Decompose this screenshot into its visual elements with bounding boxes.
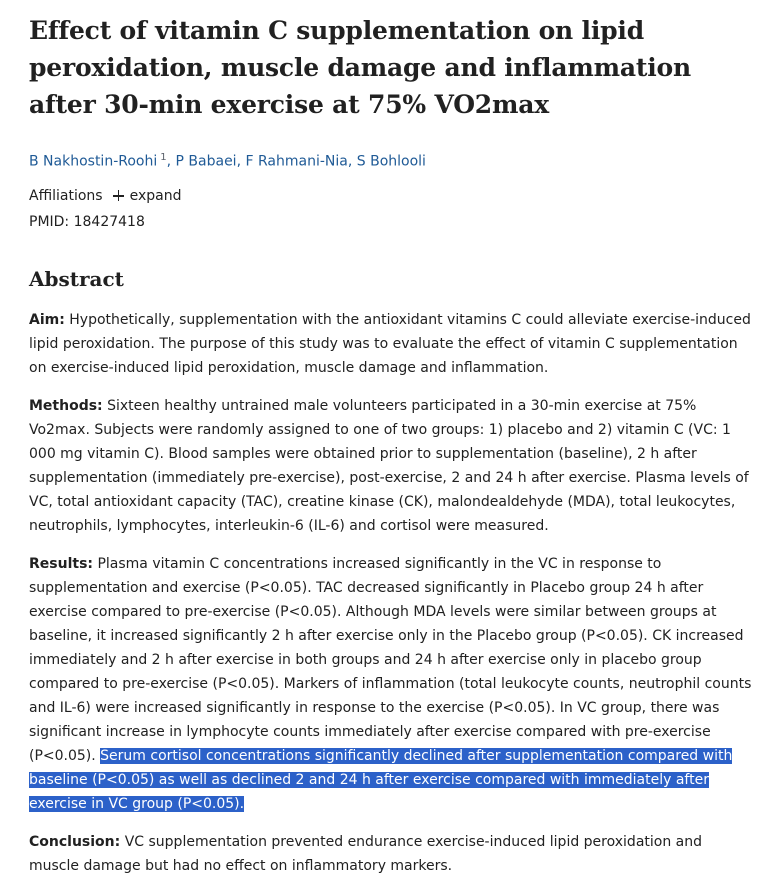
aim-text: Hypothetically, supplementation with the…: [29, 312, 751, 377]
pmid: PMID: 18427418: [29, 213, 145, 230]
conclusion-text: VC supplementation prevented endurance e…: [29, 834, 703, 875]
results-text: Plasma vitamin C concentrations increase…: [29, 556, 752, 765]
author-list: B Nakhostin-Roohi 1, P Babaei, F Rahmani-…: [29, 152, 426, 170]
affiliations-label: Affiliations: [29, 187, 103, 204]
expand-label: expand: [129, 187, 182, 204]
expand-affiliations-button[interactable]: expand: [112, 186, 182, 206]
conclusion-label: Conclusion:: [29, 834, 121, 851]
affiliation-ref-1[interactable]: 1: [160, 152, 167, 163]
author-link-2[interactable]: P Babaei: [175, 153, 237, 170]
methods-text: Sixteen healthy untrained male volunteer…: [29, 398, 749, 535]
methods-label: Methods:: [29, 398, 103, 415]
abstract-results: Results: Plasma vitamin C concentrations…: [29, 552, 754, 816]
results-label: Results:: [29, 556, 93, 573]
aim-label: Aim:: [29, 312, 65, 329]
affiliations-row: Affiliations expand: [29, 186, 754, 206]
abstract-conclusion: Conclusion: VC supplementation prevented…: [29, 830, 754, 878]
author-link-3[interactable]: F Rahmani-Nia: [245, 153, 348, 170]
selected-text-highlight[interactable]: Serum cortisol concentrations significan…: [29, 748, 733, 813]
article-page: Effect of vitamin C supplementation on l…: [29, 0, 754, 892]
article-title: Effect of vitamin C supplementation on l…: [29, 16, 691, 119]
abstract-heading: Abstract: [29, 266, 124, 291]
plus-icon: [112, 190, 124, 202]
author-link-1[interactable]: B Nakhostin-Roohi: [29, 153, 158, 170]
abstract-methods: Methods: Sixteen healthy untrained male …: [29, 394, 754, 538]
author-link-4[interactable]: S Bohlooli: [356, 153, 426, 170]
abstract-aim: Aim: Hypothetically, supplementation wit…: [29, 308, 754, 380]
